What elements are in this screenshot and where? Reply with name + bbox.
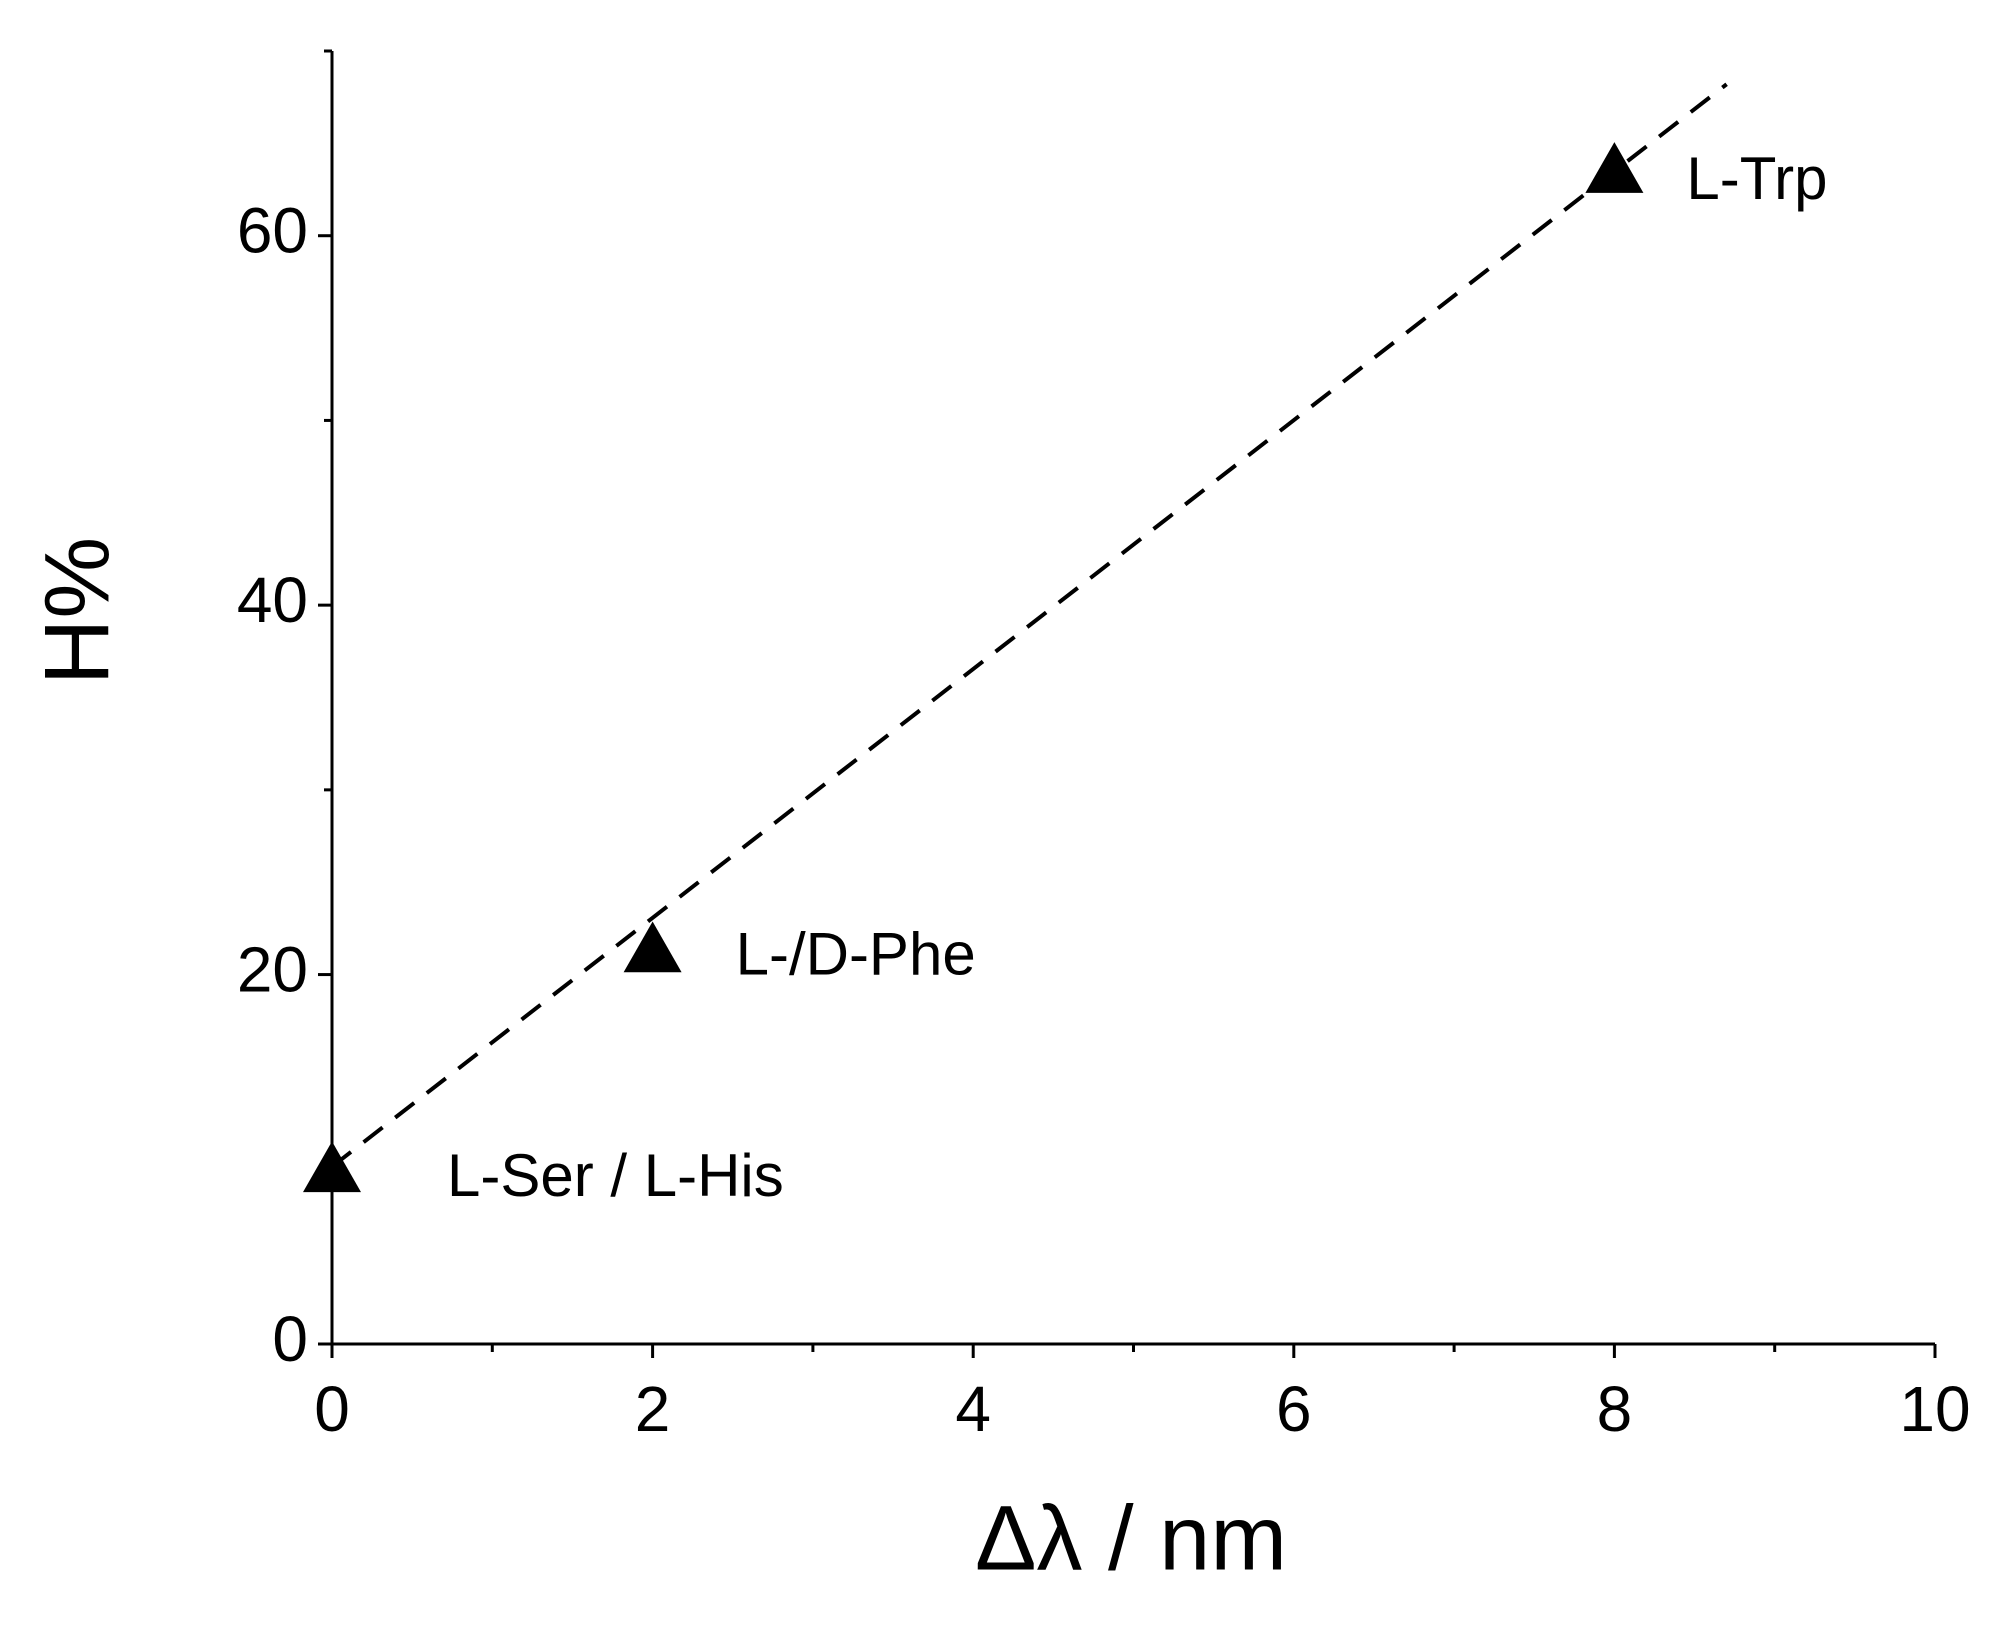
x-tick-label: 10 [1899, 1373, 1970, 1445]
x-axis-title: Δλ / nm [975, 1487, 1287, 1589]
y-tick-label: 20 [237, 933, 308, 1005]
x-tick-label: 6 [1276, 1373, 1312, 1445]
x-tick-label: 0 [314, 1373, 350, 1445]
point-label: L-Ser / L-His [447, 1142, 784, 1209]
point-label: L-Trp [1686, 145, 1827, 212]
point-label: L-/D-Phe [736, 920, 976, 987]
y-tick-label: 40 [237, 564, 308, 636]
x-tick-label: 2 [635, 1373, 671, 1445]
data-point [1585, 142, 1644, 193]
fit-line [330, 82, 1728, 1169]
data-point [623, 921, 682, 973]
x-tick-label: 8 [1597, 1373, 1633, 1445]
y-axis-title: H% [26, 537, 128, 685]
x-tick-label: 4 [955, 1373, 991, 1445]
y-tick-label: 60 [237, 195, 308, 267]
data-point [303, 1141, 361, 1193]
y-tick-label: 0 [272, 1303, 308, 1375]
